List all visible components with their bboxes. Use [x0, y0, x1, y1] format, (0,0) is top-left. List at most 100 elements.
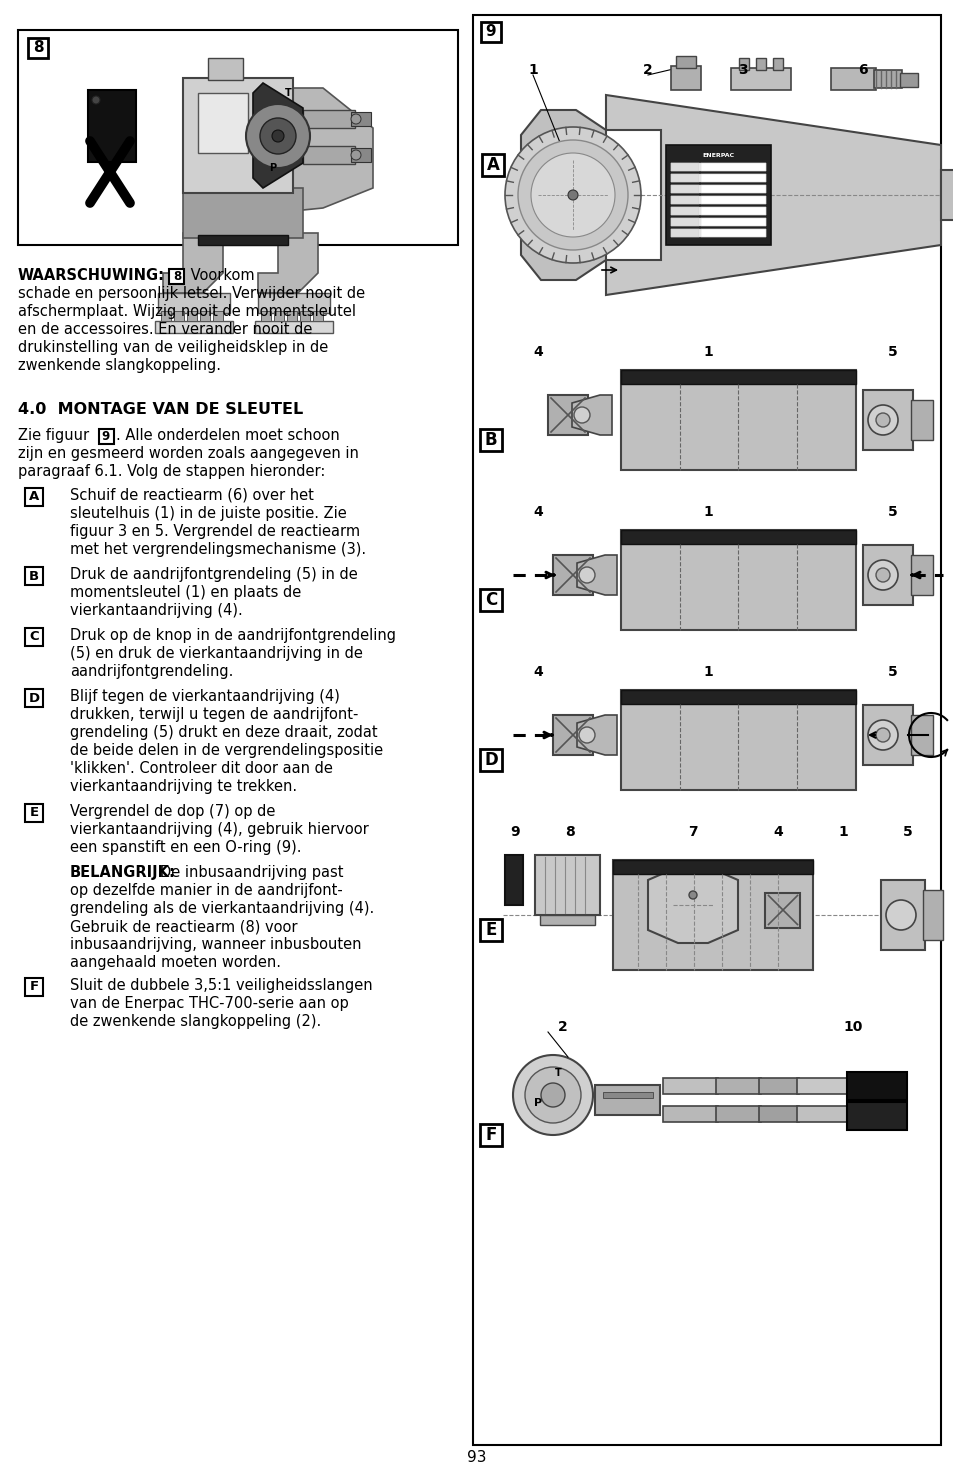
Text: B: B: [29, 569, 39, 583]
Bar: [862, 389, 912, 450]
Bar: [700, 196, 765, 204]
Text: 1: 1: [702, 504, 712, 519]
Text: Voorkom: Voorkom: [186, 268, 254, 283]
Bar: [862, 544, 912, 605]
Bar: [764, 892, 800, 928]
Text: D: D: [483, 751, 497, 768]
Text: aangehaald moeten worden.: aangehaald moeten worden.: [70, 954, 281, 971]
Bar: [830, 68, 875, 90]
Bar: [670, 184, 765, 193]
Bar: [613, 860, 812, 971]
Text: met het vergrendelingsmechanisme (3).: met het vergrendelingsmechanisme (3).: [70, 541, 366, 558]
Polygon shape: [257, 233, 317, 294]
Bar: [880, 881, 924, 950]
Text: 5: 5: [887, 345, 897, 358]
Bar: [25, 566, 43, 586]
Text: inbusaandrijving, wanneer inbusbouten: inbusaandrijving, wanneer inbusbouten: [70, 937, 361, 951]
Text: 1: 1: [702, 345, 712, 358]
Text: A: A: [486, 156, 499, 174]
Circle shape: [885, 900, 915, 931]
Polygon shape: [572, 395, 612, 435]
Bar: [25, 978, 43, 996]
Circle shape: [875, 413, 889, 426]
Bar: [98, 429, 113, 444]
Text: 5: 5: [887, 504, 897, 519]
Polygon shape: [163, 233, 223, 294]
Text: momentsleutel (1) en plaats de: momentsleutel (1) en plaats de: [70, 586, 301, 600]
Text: E: E: [485, 920, 497, 940]
Bar: [846, 1072, 906, 1100]
Bar: [287, 311, 296, 322]
Bar: [161, 311, 171, 322]
Text: vierkantaandrijving te trekken.: vierkantaandrijving te trekken.: [70, 779, 296, 794]
Bar: [88, 90, 136, 162]
Bar: [873, 69, 901, 88]
Bar: [670, 196, 765, 204]
Text: T: T: [284, 88, 291, 97]
Bar: [200, 311, 210, 322]
Circle shape: [91, 96, 100, 105]
Text: een spanstift en een O-ring (9).: een spanstift en een O-ring (9).: [70, 839, 301, 856]
Text: 7: 7: [687, 825, 697, 839]
Text: F: F: [30, 981, 38, 994]
Text: op dezelfde manier in de aandrijfont-: op dezelfde manier in de aandrijfont-: [70, 884, 342, 898]
Circle shape: [867, 560, 897, 590]
Polygon shape: [253, 83, 303, 187]
Bar: [274, 311, 284, 322]
Bar: [796, 1078, 846, 1094]
Bar: [670, 164, 699, 171]
Text: . Alle onderdelen moet schoon: . Alle onderdelen moet schoon: [116, 428, 339, 442]
Bar: [670, 229, 765, 237]
Bar: [730, 68, 790, 90]
Text: 4: 4: [772, 825, 782, 839]
Text: drukken, terwijl u tegen de aandrijfont-: drukken, terwijl u tegen de aandrijfont-: [70, 707, 358, 721]
Text: 8: 8: [32, 40, 43, 56]
Bar: [208, 58, 243, 80]
Bar: [862, 705, 912, 766]
Bar: [670, 196, 699, 204]
Text: aandrijfontgrendeling.: aandrijfontgrendeling.: [70, 664, 233, 678]
Text: schade en persoonlijk letsel. Verwijder nooit de: schade en persoonlijk letsel. Verwijder …: [18, 286, 365, 301]
Bar: [772, 58, 782, 69]
Circle shape: [578, 566, 595, 583]
Text: paragraaf 6.1. Volg de stappen hieronder:: paragraaf 6.1. Volg de stappen hieronder…: [18, 465, 325, 479]
Text: Gebruik de reactiearm (8) voor: Gebruik de reactiearm (8) voor: [70, 919, 297, 934]
Text: zijn en gesmeerd worden zoals aangegeven in: zijn en gesmeerd worden zoals aangegeven…: [18, 445, 358, 462]
Text: T: T: [554, 1068, 560, 1078]
Bar: [670, 174, 699, 181]
Bar: [303, 146, 355, 164]
Bar: [670, 229, 699, 237]
Text: Sluit de dubbele 3,5:1 veiligheidsslangen: Sluit de dubbele 3,5:1 veiligheidsslange…: [70, 978, 373, 993]
Text: en de accessoires. En verander nooit de: en de accessoires. En verander nooit de: [18, 322, 312, 336]
Bar: [940, 170, 953, 220]
Bar: [755, 58, 765, 69]
Text: van de Enerpac THC-700-serie aan op: van de Enerpac THC-700-serie aan op: [70, 996, 349, 1010]
Text: C: C: [30, 630, 39, 643]
Text: 9: 9: [510, 825, 519, 839]
Bar: [595, 1086, 659, 1115]
Circle shape: [574, 407, 589, 423]
Bar: [676, 56, 696, 68]
Circle shape: [567, 190, 578, 201]
Circle shape: [272, 130, 284, 142]
Text: afschermplaat. Wijzig nooit de momentsleutel: afschermplaat. Wijzig nooit de momentsle…: [18, 304, 355, 319]
Bar: [910, 400, 932, 440]
Bar: [553, 555, 593, 594]
Bar: [662, 1078, 718, 1094]
Bar: [665, 145, 770, 245]
Bar: [25, 689, 43, 707]
Text: C: C: [484, 591, 497, 609]
Bar: [539, 914, 595, 925]
Text: Blijf tegen de vierkantaandrijving (4): Blijf tegen de vierkantaandrijving (4): [70, 689, 339, 704]
Bar: [620, 690, 855, 704]
Bar: [700, 184, 765, 193]
Text: drukinstelling van de veiligheidsklep in de: drukinstelling van de veiligheidsklep in…: [18, 341, 328, 355]
Bar: [700, 174, 765, 181]
Circle shape: [260, 118, 295, 153]
Circle shape: [867, 406, 897, 435]
Bar: [670, 66, 700, 90]
Text: D: D: [29, 692, 39, 705]
Bar: [504, 855, 522, 906]
Polygon shape: [577, 715, 617, 755]
Text: Druk de aandrijfontgrendeling (5) in de: Druk de aandrijfontgrendeling (5) in de: [70, 566, 357, 583]
